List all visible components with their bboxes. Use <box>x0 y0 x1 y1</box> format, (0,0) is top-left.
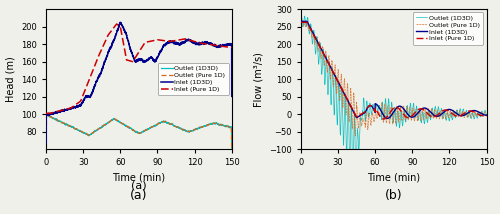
Inlet (1D3D) <box>134 60 140 63</box>
X-axis label: Time (min): Time (min) <box>112 173 166 183</box>
Inlet (1D3D) <box>43 142 49 144</box>
Legend: Outlet (1D3D), Outlet (Pure 1D), Inlet (1D3D), Inlet (Pure 1D): Outlet (1D3D), Outlet (Pure 1D), Inlet (… <box>413 12 484 45</box>
Outlet (1D3D) <box>44 113 51 116</box>
Line: Outlet (Pure 1D): Outlet (Pure 1D) <box>46 114 232 163</box>
X-axis label: Time (min): Time (min) <box>367 173 420 183</box>
Inlet (1D3D) <box>224 44 230 46</box>
Outlet (1D3D) <box>52 118 59 121</box>
Outlet (1D3D) <box>298 18 304 21</box>
Outlet (1D3D) <box>484 114 490 116</box>
Outlet (Pure 1D) <box>134 131 140 133</box>
Outlet (Pure 1D) <box>52 118 59 120</box>
Outlet (1D3D) <box>128 128 134 130</box>
Text: (a): (a) <box>130 189 148 202</box>
Inlet (1D3D) <box>128 50 134 53</box>
Outlet (Pure 1D) <box>352 135 358 137</box>
Outlet (Pure 1D) <box>228 160 234 163</box>
Inlet (1D3D) <box>52 111 59 113</box>
Inlet (1D3D) <box>381 115 387 117</box>
Outlet (Pure 1D) <box>190 129 196 132</box>
Outlet (Pure 1D) <box>381 112 387 114</box>
Outlet (1D3D) <box>341 132 347 135</box>
Outlet (1D3D) <box>368 110 374 113</box>
Inlet (Pure 1D) <box>114 23 119 25</box>
Inlet (Pure 1D) <box>52 111 59 113</box>
Inlet (Pure 1D) <box>224 46 230 48</box>
Inlet (1D3D) <box>342 94 348 97</box>
Outlet (Pure 1D) <box>298 22 304 24</box>
Outlet (1D3D) <box>342 93 348 95</box>
Outlet (Pure 1D) <box>224 125 230 127</box>
Outlet (1D3D) <box>343 131 349 134</box>
Line: Inlet (Pure 1D): Inlet (Pure 1D) <box>46 24 232 113</box>
Line: Inlet (Pure 1D): Inlet (Pure 1D) <box>301 22 486 119</box>
Inlet (Pure 1D) <box>368 104 374 107</box>
Outlet (Pure 1D) <box>343 113 349 116</box>
Line: Outlet (1D3D): Outlet (1D3D) <box>46 114 232 157</box>
Inlet (Pure 1D) <box>380 118 386 120</box>
Outlet (Pure 1D) <box>482 112 488 115</box>
Inlet (Pure 1D) <box>190 40 196 42</box>
Inlet (Pure 1D) <box>381 118 387 120</box>
Line: Outlet (1D3D): Outlet (1D3D) <box>301 16 486 186</box>
Outlet (Pure 1D) <box>341 83 347 85</box>
Outlet (1D3D) <box>224 125 230 128</box>
Y-axis label: Head (m): Head (m) <box>6 56 16 102</box>
Inlet (Pure 1D) <box>484 113 490 116</box>
Outlet (1D3D) <box>381 118 387 120</box>
Inlet (1D3D) <box>117 21 123 24</box>
Inlet (Pure 1D) <box>134 55 140 57</box>
Outlet (Pure 1D) <box>43 162 49 164</box>
Inlet (1D3D) <box>190 40 196 43</box>
Outlet (Pure 1D) <box>368 124 374 127</box>
Inlet (1D3D) <box>482 114 488 116</box>
Outlet (Pure 1D) <box>342 87 348 90</box>
Text: (b): (b) <box>385 189 402 202</box>
Outlet (Pure 1D) <box>44 113 51 116</box>
Outlet (1D3D) <box>228 156 234 159</box>
Inlet (Pure 1D) <box>128 60 134 62</box>
Inlet (1D3D) <box>368 104 374 107</box>
Inlet (Pure 1D) <box>343 95 349 98</box>
Title: (a): (a) <box>131 181 146 191</box>
Outlet (1D3D) <box>43 148 49 151</box>
Inlet (1D3D) <box>341 92 347 95</box>
Line: Outlet (Pure 1D): Outlet (Pure 1D) <box>301 23 486 136</box>
Outlet (1D3D) <box>190 129 196 132</box>
Outlet (1D3D) <box>353 184 359 187</box>
Inlet (1D3D) <box>224 44 230 46</box>
Inlet (1D3D) <box>384 117 390 120</box>
Outlet (Pure 1D) <box>128 127 134 130</box>
Line: Inlet (1D3D): Inlet (1D3D) <box>301 21 486 118</box>
Inlet (Pure 1D) <box>482 114 488 117</box>
Inlet (Pure 1D) <box>342 94 348 96</box>
Inlet (Pure 1D) <box>341 92 347 94</box>
Inlet (Pure 1D) <box>224 46 230 48</box>
Y-axis label: Flow (m³/s): Flow (m³/s) <box>254 52 264 107</box>
Inlet (1D3D) <box>343 96 349 98</box>
Legend: Outlet (1D3D), Outlet (Pure 1D), Inlet (1D3D), Inlet (Pure 1D): Outlet (1D3D), Outlet (Pure 1D), Inlet (… <box>158 63 228 95</box>
Outlet (Pure 1D) <box>298 22 304 24</box>
Inlet (Pure 1D) <box>228 46 234 49</box>
Line: Inlet (1D3D): Inlet (1D3D) <box>46 22 232 143</box>
Outlet (Pure 1D) <box>224 125 230 127</box>
Outlet (1D3D) <box>302 15 308 17</box>
Outlet (1D3D) <box>482 109 488 112</box>
Inlet (Pure 1D) <box>298 21 304 24</box>
Inlet (1D3D) <box>484 114 490 116</box>
Inlet (1D3D) <box>228 95 234 98</box>
Inlet (Pure 1D) <box>43 112 49 115</box>
Outlet (1D3D) <box>224 125 230 128</box>
Outlet (Pure 1D) <box>484 114 490 117</box>
Inlet (1D3D) <box>298 20 304 23</box>
Outlet (1D3D) <box>134 130 140 133</box>
